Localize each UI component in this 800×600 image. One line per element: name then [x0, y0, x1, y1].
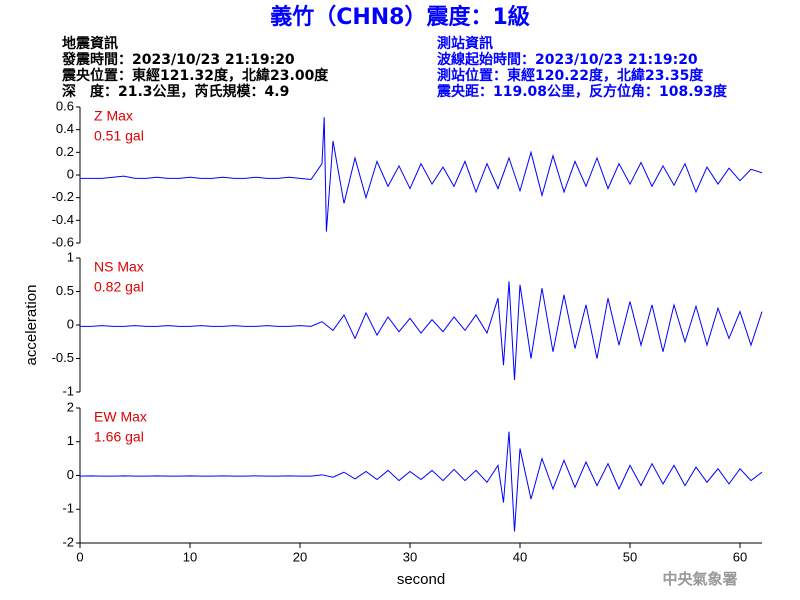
info-left: 震央位置：東經121.32度，北緯23.00度 — [61, 67, 329, 84]
y-tick-label: -0.6 — [52, 234, 74, 249]
y-tick-label: -0.4 — [52, 212, 74, 227]
info-right: 測站位置：東經120.22度，北緯23.35度 — [437, 67, 704, 84]
info-right: 波線起始時間：2023/10/23 21:19:20 — [437, 51, 698, 68]
y-tick-label: 0 — [67, 166, 74, 181]
x-tick-label: 50 — [623, 549, 637, 564]
x-tick-label: 40 — [513, 549, 527, 564]
y-tick-label: -0.2 — [52, 189, 74, 204]
y-tick-label: 1 — [67, 249, 74, 264]
y-tick-label: 0 — [67, 467, 74, 482]
y-tick-label: 1 — [67, 433, 74, 448]
credit: 中央氣象署 — [662, 570, 737, 588]
annotation: 0.82 gal — [94, 279, 144, 295]
y-tick-label: -1 — [62, 383, 74, 398]
annotation: 1.66 gal — [94, 429, 144, 445]
info-left: 發震時間：2023/10/23 21:19:20 — [61, 51, 295, 68]
x-tick-label: 20 — [293, 549, 307, 564]
waveform — [80, 117, 763, 232]
y-axis-label: acceleration — [23, 285, 40, 366]
y-tick-label: 0.5 — [56, 283, 74, 298]
waveform — [80, 281, 763, 380]
x-tick-label: 60 — [733, 549, 747, 564]
annotation: NS Max — [94, 259, 144, 275]
y-tick-label: 0 — [67, 316, 74, 331]
info-left: 深 度：21.3公里，芮氏規模：4.9 — [62, 83, 289, 100]
y-tick-label: -0.5 — [52, 350, 74, 365]
x-tick-label: 0 — [76, 549, 83, 564]
info-left: 地震資訊 — [62, 35, 118, 52]
annotation: Z Max — [94, 108, 133, 124]
x-tick-label: 30 — [403, 549, 417, 564]
title: 義竹（CHN8）震度：1級 — [270, 4, 530, 30]
y-tick-label: 0.2 — [56, 144, 74, 159]
y-tick-label: -1 — [62, 501, 74, 516]
waveform — [79, 431, 763, 532]
y-tick-label: 0.4 — [56, 121, 74, 136]
x-axis-label: second — [397, 571, 445, 588]
y-tick-label: 0.6 — [56, 98, 74, 113]
y-tick-label: -2 — [62, 534, 74, 549]
y-tick-label: 2 — [67, 399, 74, 414]
info-right: 測站資訊 — [437, 35, 493, 52]
annotation: 0.51 gal — [94, 128, 144, 144]
x-tick-label: 10 — [183, 549, 197, 564]
annotation: EW Max — [94, 409, 147, 425]
info-right: 震央距：119.08公里，反方位角：108.93度 — [436, 83, 728, 100]
